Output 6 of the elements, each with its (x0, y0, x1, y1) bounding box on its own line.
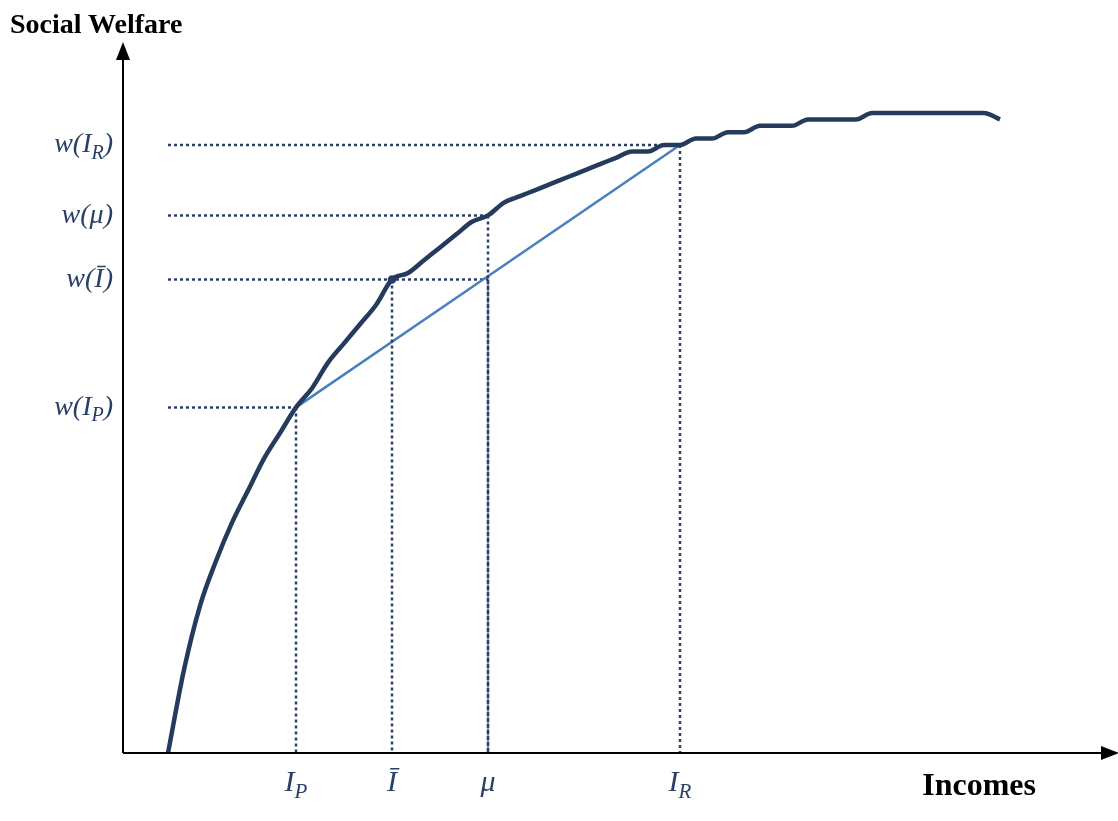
x-axis-title: Incomes (922, 766, 1036, 803)
y-axis-title: Social Welfare (10, 8, 183, 40)
x-tick-label: μ (479, 763, 496, 797)
series-label: w(μ) (61, 197, 114, 229)
series-label: w(Ī) (66, 261, 114, 293)
x-tick-label: Ī (386, 763, 400, 797)
